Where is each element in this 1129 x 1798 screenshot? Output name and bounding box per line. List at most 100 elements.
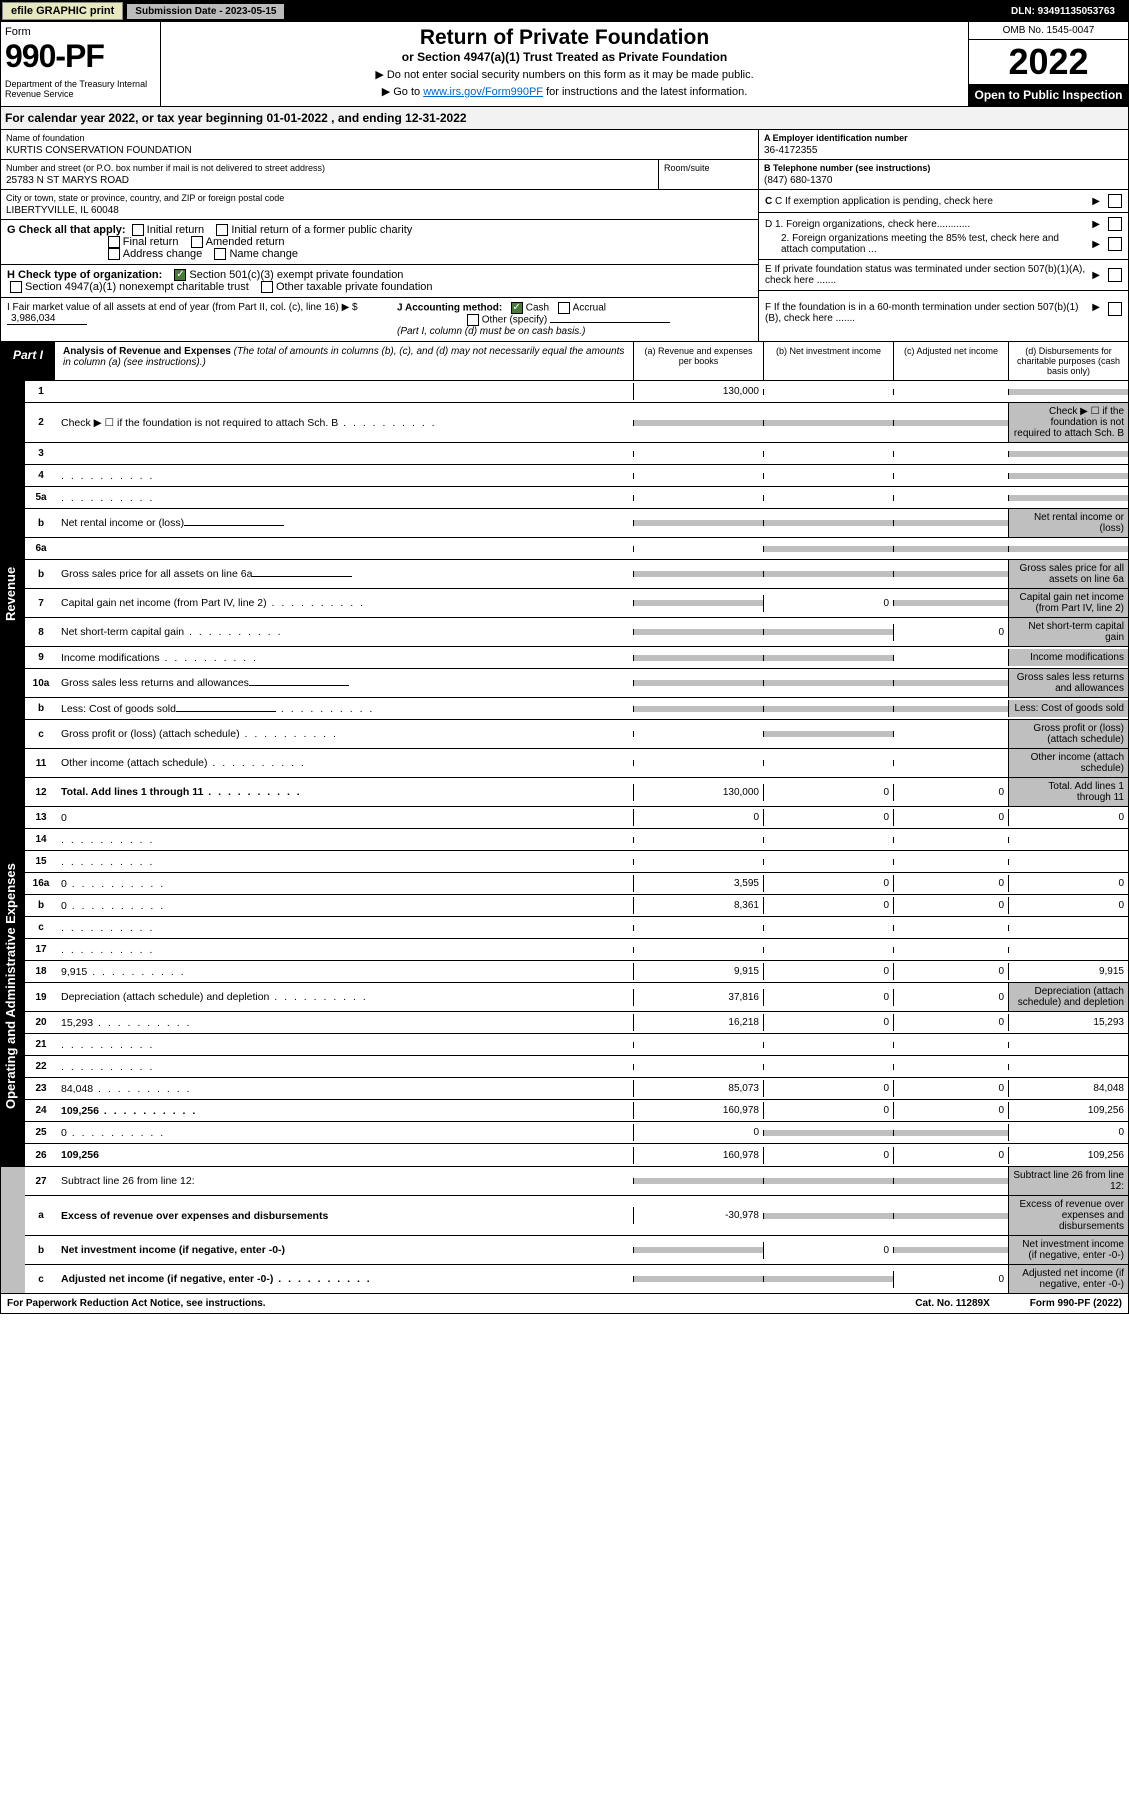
cell-c: 0: [893, 809, 1008, 826]
cell-a: [633, 1064, 763, 1070]
cell-a: [633, 760, 763, 766]
form-label: Form: [5, 26, 156, 38]
line-number: b: [25, 515, 57, 532]
checkbox-address-change[interactable]: [108, 248, 120, 260]
cell-b: [763, 571, 893, 577]
line-description: [57, 1058, 633, 1076]
part1-header: Part I Analysis of Revenue and Expenses …: [0, 342, 1129, 381]
checkbox-initial-return[interactable]: [132, 224, 144, 236]
cell-c: [893, 655, 1008, 661]
line-description: [57, 853, 633, 871]
cell-a: [633, 680, 763, 686]
cell-d: [1008, 859, 1128, 865]
room-label: Room/suite: [664, 163, 753, 173]
cell-a: [633, 1178, 763, 1184]
cell-d: Check ▶ ☐ if the foundation is not requi…: [1008, 403, 1128, 442]
cell-a: [633, 731, 763, 737]
cell-d: [1008, 389, 1128, 395]
cell-b: [763, 925, 893, 931]
ein-label: A Employer identification number: [764, 133, 1123, 143]
line-number: 21: [25, 1036, 57, 1053]
cell-d: Gross sales price for all assets on line…: [1008, 560, 1128, 588]
cell-c: 0: [893, 1080, 1008, 1097]
checkbox-f[interactable]: [1108, 302, 1122, 316]
cell-c: [893, 520, 1008, 526]
table-row: 4: [25, 465, 1128, 487]
cell-b: [763, 520, 893, 526]
cell-c: 0: [893, 784, 1008, 801]
table-row: 7Capital gain net income (from Part IV, …: [25, 589, 1128, 618]
checkbox-other-method[interactable]: [467, 314, 479, 326]
checkbox-amended[interactable]: [191, 236, 203, 248]
city-label: City or town, state or province, country…: [6, 193, 753, 203]
cell-b: [763, 420, 893, 426]
cell-c: 0: [893, 897, 1008, 914]
revenue-label: Revenue: [1, 381, 25, 806]
line-number: 25: [25, 1124, 57, 1141]
cell-d: Other income (attach schedule): [1008, 749, 1128, 777]
foundation-address: 25783 N ST MARYS ROAD: [6, 173, 653, 186]
cell-d: [1008, 451, 1128, 457]
instruction-1: ▶ Do not enter social security numbers o…: [169, 68, 960, 81]
checkbox-cash[interactable]: [511, 302, 523, 314]
checkbox-other-taxable[interactable]: [261, 281, 273, 293]
department-text: Department of the Treasury Internal Reve…: [5, 79, 156, 99]
cell-b: 0: [763, 875, 893, 892]
form-link[interactable]: www.irs.gov/Form990PF: [423, 86, 543, 98]
cell-d: [1008, 1042, 1128, 1048]
checkbox-accrual[interactable]: [558, 302, 570, 314]
cell-b: 0: [763, 897, 893, 914]
main-table: Revenue 1130,0002Check ▶ ☐ if the founda…: [0, 381, 1129, 1294]
tax-year: 2022: [969, 40, 1128, 84]
line-number: 6a: [25, 540, 57, 557]
line-number: b: [25, 566, 57, 583]
line-description: [57, 1036, 633, 1054]
line-number: 13: [25, 809, 57, 826]
cell-c: 0: [893, 1014, 1008, 1031]
checkbox-d2[interactable]: [1108, 237, 1122, 251]
table-row: 22: [25, 1056, 1128, 1078]
checkbox-e[interactable]: [1108, 268, 1122, 282]
cell-b: [763, 389, 893, 395]
line-description: Net rental income or (loss): [57, 514, 633, 532]
line-number: 9: [25, 649, 57, 666]
line-description: 9,915: [57, 963, 633, 981]
checkbox-final-return[interactable]: [108, 236, 120, 248]
checkbox-4947a1[interactable]: [10, 281, 22, 293]
cell-a: [633, 420, 763, 426]
cell-c: 0: [893, 963, 1008, 980]
cell-d: [1008, 1064, 1128, 1070]
cell-a: [633, 1042, 763, 1048]
table-row: 5a: [25, 487, 1128, 509]
cell-b: [763, 495, 893, 501]
checkbox-initial-public[interactable]: [216, 224, 228, 236]
cell-b: [763, 1276, 893, 1282]
efile-print-button[interactable]: efile GRAPHIC print: [2, 2, 123, 20]
line-number: 4: [25, 467, 57, 484]
cell-b: [763, 947, 893, 953]
table-row: bNet rental income or (loss)Net rental i…: [25, 509, 1128, 538]
line-number: 22: [25, 1058, 57, 1075]
line-number: 10a: [25, 675, 57, 692]
cell-d: [1008, 546, 1128, 552]
table-row: cGross profit or (loss) (attach schedule…: [25, 720, 1128, 749]
table-row: cAdjusted net income (if negative, enter…: [25, 1265, 1128, 1293]
cell-c: [893, 1178, 1008, 1184]
line-description: [57, 467, 633, 485]
cell-d: 9,915: [1008, 963, 1128, 980]
cell-c: [893, 420, 1008, 426]
line-description: [57, 919, 633, 937]
checkbox-c[interactable]: [1108, 194, 1122, 208]
cell-d: Depreciation (attach schedule) and deple…: [1008, 983, 1128, 1011]
cell-a: 37,816: [633, 989, 763, 1006]
form-number: 990-PF: [5, 38, 156, 75]
checkbox-501c3[interactable]: [174, 269, 186, 281]
line-description: 109,256: [57, 1146, 633, 1164]
checkbox-d1[interactable]: [1108, 217, 1122, 231]
table-row: 8Net short-term capital gain0Net short-t…: [25, 618, 1128, 647]
cell-d: 0: [1008, 875, 1128, 892]
checkbox-name-change[interactable]: [214, 248, 226, 260]
cell-c: [893, 925, 1008, 931]
cell-a: [633, 600, 763, 606]
cell-d: [1008, 837, 1128, 843]
